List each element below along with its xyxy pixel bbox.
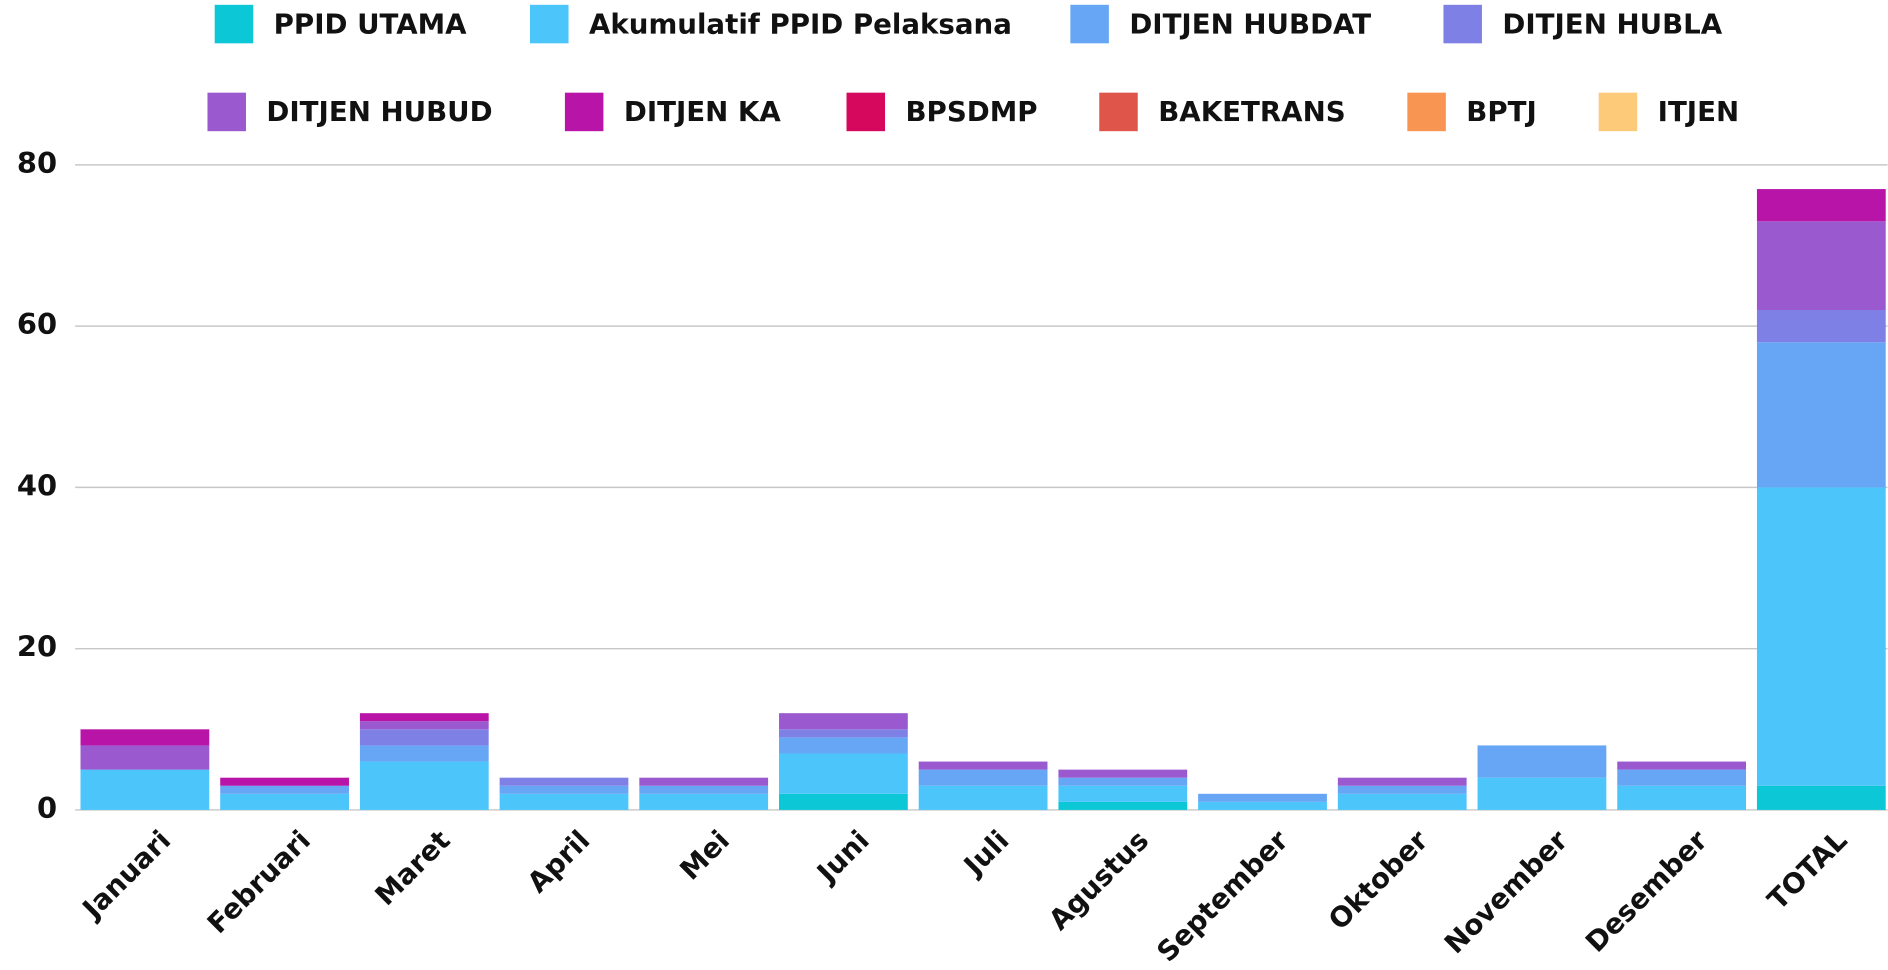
legend-swatch	[1407, 92, 1446, 132]
y-tick-label: 40	[17, 468, 57, 502]
legend-swatch	[530, 4, 569, 44]
bar-segment	[499, 777, 629, 786]
bar-segment	[1756, 310, 1886, 343]
legend-label: Akumulatif PPID Pelaksana	[589, 7, 1012, 40]
bar-segment	[220, 777, 349, 786]
legend-label: DITJEN HUBUD	[266, 95, 492, 128]
bar-segment	[1477, 777, 1607, 810]
bar-segment	[779, 729, 908, 738]
bar-segment	[1337, 785, 1467, 794]
x-tick-label: Juli	[956, 824, 1015, 883]
bar-segment	[1337, 777, 1467, 786]
bar-segment	[779, 737, 908, 754]
x-tick-label: November	[1438, 823, 1575, 960]
bar-segment	[1058, 801, 1188, 810]
bar-segment	[639, 777, 769, 786]
bar-segment	[1756, 487, 1886, 786]
bar-segment	[1337, 793, 1467, 810]
legend-label: DITJEN HUBDAT	[1129, 7, 1371, 40]
y-tick-label: 60	[17, 307, 57, 341]
bar-segment	[1756, 189, 1886, 222]
bar-segment	[639, 793, 769, 810]
x-tick-label: Januari	[75, 824, 178, 927]
bar-segment	[359, 721, 489, 730]
legend-label: BAKETRANS	[1158, 95, 1345, 128]
y-tick-label: 80	[17, 146, 57, 180]
bar-segment	[779, 753, 908, 794]
x-tick-label: Mei	[673, 824, 736, 887]
bar-segment	[779, 793, 908, 810]
bar-segment	[918, 761, 1048, 770]
bar-segment	[359, 729, 489, 746]
bar-segment	[80, 729, 210, 746]
x-tick-label: Desember	[1579, 823, 1714, 958]
bar-segment	[779, 713, 908, 730]
legend-swatch	[214, 4, 254, 44]
legend-swatch	[1099, 92, 1138, 132]
bar-segment	[1058, 777, 1188, 786]
x-tick-label: Juni	[809, 824, 876, 891]
x-tick-label: TOTAL	[1761, 824, 1854, 917]
bar-segment	[1617, 785, 1747, 810]
legend-swatch	[564, 92, 604, 132]
bar-segment	[1058, 769, 1188, 778]
bar-segment	[359, 713, 489, 722]
legend-swatch	[1598, 92, 1638, 132]
bar-segment	[1617, 761, 1747, 770]
bar-segment	[80, 769, 210, 810]
legend-label: DITJEN KA	[624, 95, 781, 128]
bar-segment	[1198, 801, 1327, 810]
x-tick-label: Maret	[368, 824, 456, 912]
legend-label: BPSDMP	[905, 95, 1037, 128]
legend-swatch	[846, 92, 886, 132]
legend-label: ITJEN	[1658, 95, 1739, 128]
y-tick-label: 20	[17, 630, 57, 664]
bar-segment	[359, 745, 489, 762]
bar-segment	[1617, 769, 1747, 786]
x-tick-label: Oktober	[1322, 823, 1435, 936]
bar-segment	[220, 793, 349, 810]
legend-label: BPTJ	[1466, 95, 1537, 128]
bar-segment	[220, 785, 349, 794]
bar-segment	[1756, 342, 1886, 488]
bar-segment	[80, 745, 210, 770]
bar-segment	[1477, 745, 1607, 778]
bar-segment	[1756, 221, 1886, 311]
bar-segment	[639, 785, 769, 794]
bar-segment	[499, 793, 629, 810]
legend-swatch	[207, 92, 246, 132]
legend-swatch	[1070, 4, 1109, 44]
legend-swatch	[1443, 4, 1482, 44]
x-tick-label: September	[1150, 823, 1295, 968]
bar-segment	[918, 769, 1048, 786]
bar-segment	[499, 785, 629, 794]
bar-segment	[918, 785, 1048, 810]
legend-label: PPID UTAMA	[274, 7, 468, 40]
y-tick-label: 0	[37, 791, 57, 825]
bar-segment	[1058, 785, 1188, 802]
bar-segment	[359, 761, 489, 810]
x-tick-label: Februari	[201, 824, 317, 940]
legend-label: DITJEN HUBLA	[1502, 7, 1722, 40]
bar-segment	[1198, 793, 1327, 802]
x-tick-label: April	[521, 824, 597, 900]
bar-segment	[1756, 785, 1886, 810]
x-tick-label: Agustus	[1042, 824, 1155, 937]
